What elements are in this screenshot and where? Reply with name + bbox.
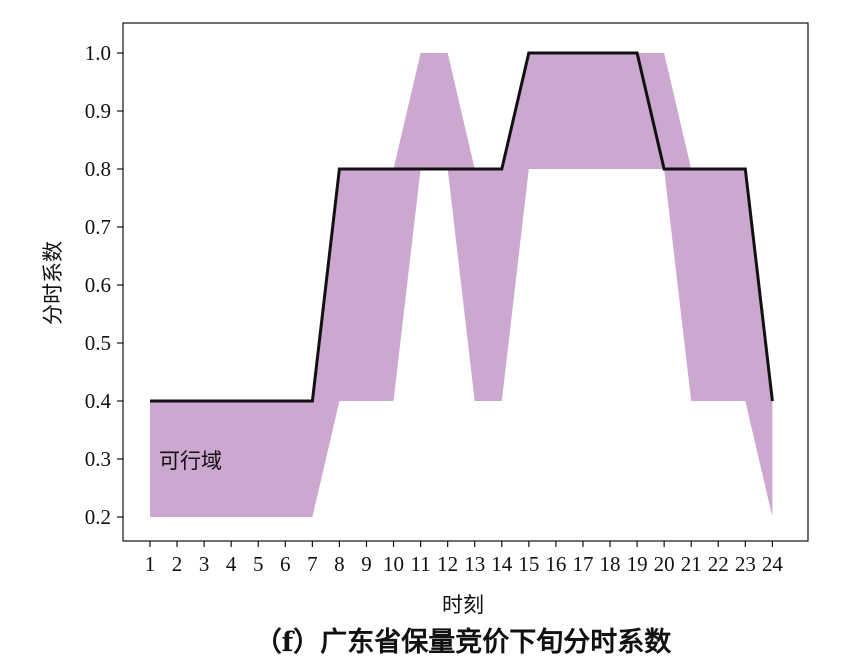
x-tick-label: 12 (437, 552, 458, 576)
x-tick-label: 21 (681, 552, 702, 576)
y-tick-label: 1.0 (85, 41, 111, 65)
feasible-region-layer (150, 53, 773, 517)
y-axis-title: 分时系数 (41, 241, 65, 325)
x-tick-label: 15 (518, 552, 539, 576)
y-tick-label: 0.4 (85, 389, 112, 413)
x-axis: 1 2 3 4 5 6 7 8 9 10 11 12 13 14 15 16 17 18 19 20 21 22 23 24 (145, 541, 784, 576)
x-tick-label: 11 (410, 552, 430, 576)
x-tick-label: 4 (226, 552, 237, 576)
y-tick-label: 0.7 (85, 215, 111, 239)
x-tick-label: 16 (545, 552, 566, 576)
x-tick-label: 18 (600, 552, 621, 576)
x-tick-label: 10 (383, 552, 404, 576)
x-tick-label: 8 (334, 552, 345, 576)
region-label: 可行域 (159, 449, 222, 473)
y-tick-label: 0.6 (85, 273, 111, 297)
y-tick-label: 0.9 (85, 99, 111, 123)
y-tick-label: 0.3 (85, 447, 111, 471)
chart-caption: （f）广东省保量竞价下旬分时系数 (255, 626, 673, 658)
feasible-region-area (150, 53, 773, 517)
x-tick-label: 20 (654, 552, 675, 576)
series-line-layer (150, 51, 774, 403)
series-line-0 (150, 51, 774, 403)
x-tick-label: 7 (307, 552, 318, 576)
x-axis-title: 时刻 (442, 593, 484, 617)
x-tick-label: 22 (708, 552, 729, 576)
x-tick-label: 6 (280, 552, 291, 576)
x-tick-label: 9 (361, 552, 372, 576)
y-tick-label: 0.2 (85, 505, 111, 529)
x-tick-label: 14 (491, 552, 513, 576)
x-tick-label: 17 (572, 552, 593, 576)
x-tick-label: 24 (762, 552, 784, 576)
x-tick-label: 23 (735, 552, 756, 576)
y-tick-label: 0.5 (85, 331, 111, 355)
y-axis: 0.2 0.3 0.4 0.5 0.6 0.7 0.8 0.9 1.0 (85, 41, 123, 529)
x-tick-label: 13 (464, 552, 485, 576)
x-tick-label: 5 (253, 552, 264, 576)
x-tick-label: 1 (145, 552, 156, 576)
y-tick-label: 0.8 (85, 157, 111, 181)
plot-frame (122, 22, 809, 542)
x-tick-label: 2 (172, 552, 183, 576)
x-tick-label: 3 (199, 552, 210, 576)
x-tick-label: 19 (627, 552, 648, 576)
